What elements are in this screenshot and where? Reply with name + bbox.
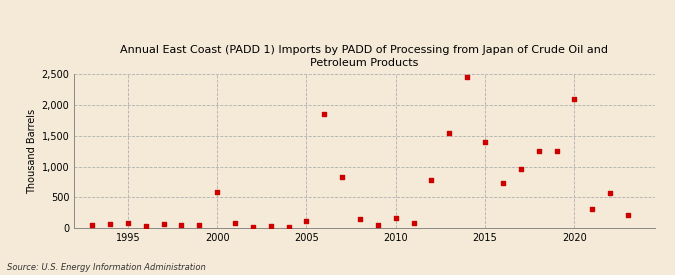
Point [230, 221, 240, 226]
Point [497, 180, 508, 185]
Point [533, 149, 544, 153]
Point [301, 219, 312, 223]
Point [176, 223, 187, 227]
Point [212, 190, 223, 194]
Point [622, 213, 633, 218]
Point [551, 149, 562, 153]
Text: Source: U.S. Energy Information Administration: Source: U.S. Energy Information Administ… [7, 263, 205, 272]
Point [516, 167, 526, 171]
Point [569, 97, 580, 101]
Y-axis label: Thousand Barrels: Thousand Barrels [28, 109, 37, 194]
Point [122, 221, 133, 225]
Point [194, 222, 205, 227]
Point [426, 177, 437, 182]
Point [265, 224, 276, 229]
Title: Annual East Coast (PADD 1) Imports by PADD of Processing from Japan of Crude Oil: Annual East Coast (PADD 1) Imports by PA… [121, 45, 608, 68]
Point [140, 224, 151, 228]
Point [444, 131, 455, 135]
Point [408, 221, 419, 226]
Point [105, 221, 115, 226]
Point [337, 174, 348, 179]
Point [605, 191, 616, 195]
Point [373, 223, 383, 227]
Point [158, 222, 169, 226]
Point [587, 207, 597, 211]
Point [480, 140, 491, 144]
Point [86, 223, 97, 227]
Point [319, 111, 329, 116]
Point [462, 75, 472, 79]
Point [284, 224, 294, 229]
Point [390, 216, 401, 221]
Point [248, 225, 259, 229]
Point [354, 217, 365, 221]
